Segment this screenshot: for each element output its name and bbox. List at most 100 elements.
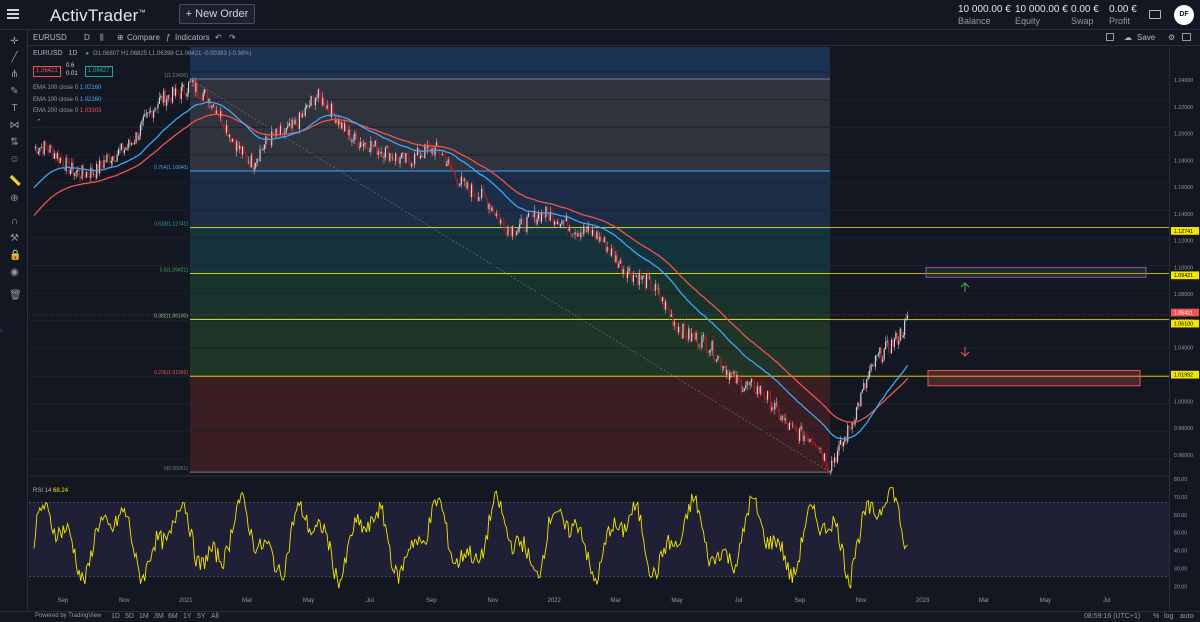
candle-body (492, 207, 494, 213)
candle-body (887, 340, 890, 352)
price-chart[interactable]: 1(1.23490) 0.764(1.16840) 0.618(1.12741) 0.… (29, 47, 1169, 612)
mail-icon[interactable] (1149, 10, 1161, 19)
eye-icon[interactable]: ◉ (10, 267, 19, 278)
candle-body (297, 124, 299, 130)
text-icon[interactable]: T (11, 103, 18, 114)
price-axis[interactable]: 1.24000 1.22000 1.20000 1.18000 1.16000 1.140… (1169, 47, 1200, 612)
candle-body (381, 151, 384, 159)
candle-body (752, 379, 754, 381)
candle-body (864, 383, 866, 388)
indicators-button[interactable]: Indicators (175, 33, 210, 42)
candle-body (855, 407, 858, 420)
time-label: Jul (366, 598, 374, 604)
ask-price-box[interactable]: 1.06427 (85, 66, 113, 77)
emoji-icon[interactable]: ☺ (9, 154, 20, 165)
clock[interactable]: 08:59:16 (UTC+1) (1084, 613, 1141, 620)
candle-body (762, 394, 764, 396)
candle-body (263, 144, 266, 149)
candle-body (84, 174, 86, 178)
save-button[interactable]: Save (1137, 33, 1156, 42)
symbol-search[interactable]: EURUSD (33, 33, 67, 42)
candle-body (309, 105, 311, 108)
collapse-arrow-icon[interactable]: › (0, 326, 3, 335)
candle-body (711, 340, 713, 351)
avatar[interactable]: DF (1174, 5, 1194, 25)
compare-button[interactable]: Compare (127, 33, 160, 42)
candle-body (676, 325, 678, 333)
candle-body (597, 231, 599, 242)
candle-body (106, 154, 108, 163)
candle-body (100, 160, 102, 166)
candle-body (661, 296, 664, 302)
candle-body (158, 97, 161, 104)
profit-display[interactable]: 0.00 € Profit (1109, 4, 1137, 27)
magnet-icon[interactable]: ∩ (10, 216, 19, 227)
fork-icon[interactable]: ⋔ (10, 69, 19, 80)
crosshair-icon[interactable]: ✛ (10, 36, 19, 47)
candle-body (799, 429, 801, 441)
compare-icon[interactable]: ⊕ (117, 33, 124, 42)
brush-icon[interactable]: ✎ (10, 86, 19, 97)
indicators-icon[interactable]: ƒ (166, 33, 171, 42)
candle-body (199, 98, 201, 99)
collapse-legend-icon[interactable]: ⌃ (36, 119, 42, 126)
range-1d[interactable]: 1D (111, 613, 120, 620)
ruler-icon[interactable]: 📏 (9, 176, 22, 187)
range-all[interactable]: All (211, 613, 219, 620)
range-5d[interactable]: 5D (125, 613, 134, 620)
candle-body (336, 119, 338, 126)
zoom-icon[interactable]: ⊕ (10, 193, 19, 204)
lock-drawing-icon[interactable]: ⚒ (10, 233, 19, 244)
candle-body (622, 269, 624, 274)
candle-body (103, 160, 105, 168)
new-order-button[interactable]: + New Order (179, 4, 255, 24)
undo-icon[interactable]: ↶ (215, 33, 222, 42)
candle-body (583, 226, 585, 235)
candle-body (253, 167, 255, 170)
time-label: Sep (794, 598, 805, 604)
prediction-icon[interactable]: ⇅ (10, 137, 19, 148)
candle-body (624, 269, 626, 273)
candle-body (667, 308, 669, 311)
range-5y[interactable]: 5Y (197, 613, 206, 620)
auto-toggle[interactable]: auto (1180, 613, 1194, 620)
menu-icon[interactable] (7, 9, 19, 19)
bid-price-box[interactable]: 1.06421 (33, 66, 61, 77)
cloud-icon[interactable]: ☁ (1124, 33, 1132, 42)
snapshot-icon[interactable] (1182, 33, 1191, 41)
candle-body (335, 119, 337, 124)
candle-body (539, 213, 541, 222)
range-6m[interactable]: 6M (168, 613, 178, 620)
candle-style-icon[interactable]: ⫼ (100, 33, 104, 42)
candle-body (577, 233, 579, 237)
redo-icon[interactable]: ↷ (229, 33, 236, 42)
settings-icon[interactable]: ⚙ (1168, 33, 1176, 42)
candle-body (157, 103, 159, 109)
percent-toggle[interactable]: % (1153, 613, 1160, 620)
candle-body (772, 407, 774, 410)
candle-body (148, 111, 150, 113)
candle-body (605, 237, 607, 252)
log-toggle[interactable]: log (1164, 613, 1174, 620)
candle-body (572, 233, 575, 235)
range-1m[interactable]: 1M (139, 613, 149, 620)
range-1y[interactable]: 1Y (183, 613, 192, 620)
trendline-icon[interactable]: ╱ (11, 52, 18, 63)
candle-body (702, 335, 704, 337)
interval-select[interactable]: D (84, 33, 90, 42)
lock-icon[interactable]: 🔒 (9, 250, 22, 261)
candle-body (484, 192, 486, 197)
candle-body (183, 84, 185, 94)
fullscreen-icon[interactable] (1106, 33, 1114, 41)
candle-body (344, 123, 346, 132)
trash-icon[interactable]: 🗑 (9, 290, 22, 301)
range-3m[interactable]: 3M (154, 613, 164, 620)
candle-body (650, 277, 652, 291)
rsi-tick: 70.00 (1174, 495, 1187, 501)
candle-body (457, 185, 459, 187)
pattern-icon[interactable]: ⋈ (9, 120, 20, 131)
candle-body (664, 301, 667, 310)
candle-body (800, 426, 802, 430)
candle-body (863, 383, 865, 390)
candle-body (831, 460, 833, 471)
